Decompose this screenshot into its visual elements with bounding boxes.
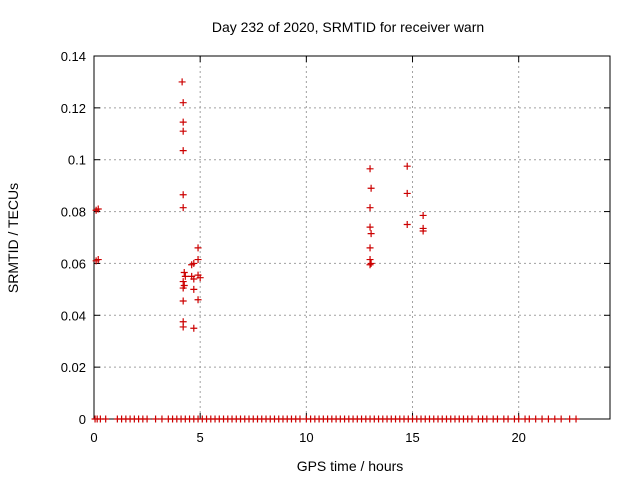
data-point	[366, 261, 374, 269]
data-point	[94, 256, 102, 264]
y-tick-label: 0.04	[61, 308, 86, 323]
x-tick-label: 10	[299, 430, 313, 445]
data-point	[367, 184, 375, 192]
data-point	[190, 259, 198, 267]
x-axis-label: GPS time / hours	[297, 458, 404, 474]
data-point	[296, 415, 304, 423]
data-point	[551, 415, 559, 423]
x-tick-label: 20	[511, 430, 525, 445]
data-point	[419, 227, 427, 235]
grid-layer	[94, 56, 610, 419]
data-point	[102, 415, 110, 423]
data-point	[403, 221, 411, 229]
data-point	[190, 275, 198, 283]
data-point	[525, 415, 533, 423]
data-point	[366, 223, 374, 231]
y-tick-label: 0.02	[61, 360, 86, 375]
data-point	[572, 415, 580, 423]
data-point	[538, 415, 546, 423]
data-point	[515, 415, 523, 423]
x-tick-label: 5	[197, 430, 204, 445]
chart-title: Day 232 of 2020, SRMTID for receiver war…	[212, 19, 484, 35]
plot-frame	[93, 55, 611, 420]
data-point	[179, 297, 187, 305]
data-point	[367, 230, 375, 238]
data-point	[179, 323, 187, 331]
ticks-layer: 0 0.02 0.04 0.06 0.08 0.1 0.12 0.14 0 5 10 15 20	[61, 49, 610, 445]
data-point	[194, 296, 202, 304]
data-point	[194, 244, 202, 252]
data-point	[367, 259, 375, 267]
data-point	[179, 204, 187, 212]
data-point	[504, 415, 512, 423]
data-point	[94, 205, 102, 213]
data-point	[179, 278, 187, 286]
data-point	[179, 99, 187, 107]
data-point	[190, 324, 198, 332]
y-axis-label: SRMTID / TECUs	[5, 183, 21, 293]
data-point	[468, 415, 476, 423]
data-point	[180, 269, 188, 277]
data-point	[179, 118, 187, 126]
data-point	[483, 415, 491, 423]
data-point	[158, 415, 166, 423]
data-point	[152, 415, 160, 423]
data-point	[190, 285, 198, 293]
data-point	[178, 78, 186, 86]
data-point	[179, 147, 187, 155]
data-point	[143, 415, 151, 423]
data-point	[493, 415, 501, 423]
data-point	[544, 415, 552, 423]
data-point	[403, 162, 411, 170]
data-point	[366, 244, 374, 252]
y-tick-label: 0.14	[61, 49, 86, 64]
data-point	[557, 415, 565, 423]
y-tick-label: 0.06	[61, 256, 86, 271]
data-point	[366, 165, 374, 173]
data-point	[366, 204, 374, 212]
data-point	[194, 256, 202, 264]
data-point	[179, 284, 187, 292]
y-tick-label: 0	[79, 412, 86, 427]
data-point	[181, 272, 189, 280]
data-point	[196, 274, 204, 282]
data-point	[566, 415, 574, 423]
data-point	[532, 415, 540, 423]
x-tick-label: 0	[90, 430, 97, 445]
points-layer	[91, 78, 580, 423]
x-tick-label: 15	[405, 430, 419, 445]
y-tick-label: 0.1	[68, 153, 86, 168]
data-point	[403, 189, 411, 197]
y-tick-label: 0.08	[61, 205, 86, 220]
data-point	[419, 211, 427, 219]
data-point	[179, 127, 187, 135]
data-point	[179, 191, 187, 199]
y-tick-label: 0.12	[61, 101, 86, 116]
